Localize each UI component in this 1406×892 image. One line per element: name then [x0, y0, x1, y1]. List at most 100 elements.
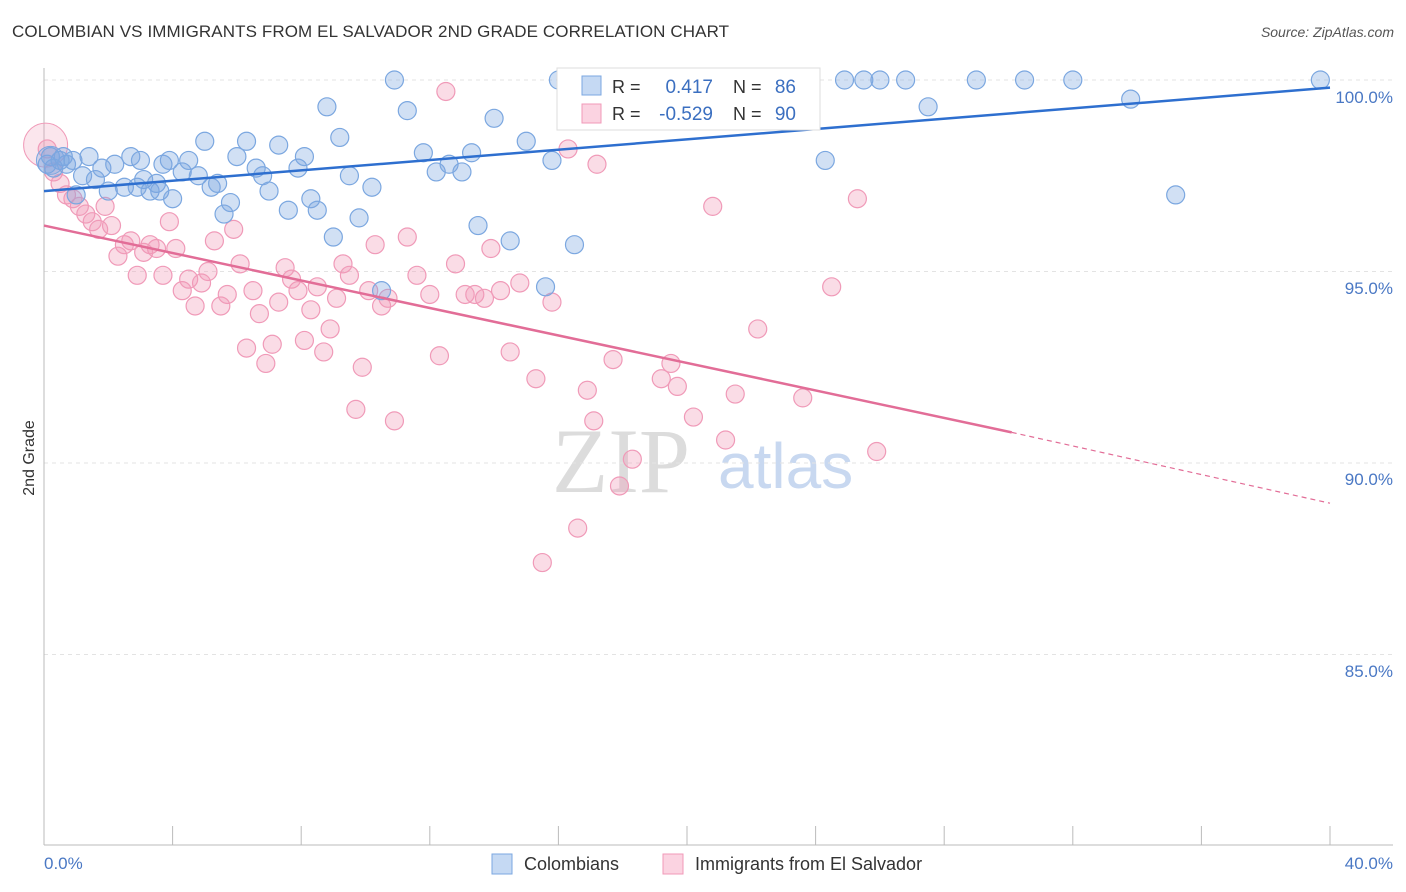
legend-n-label-1: N =: [733, 77, 762, 97]
point-el-salvador-46: [333, 254, 353, 274]
legend-r-value-1: 0.417: [665, 77, 713, 98]
point-el-salvador-56: [407, 265, 427, 285]
legend-n-value-1: 86: [775, 77, 796, 98]
point-colombians-75: [834, 70, 855, 90]
legend-r-value-2: -0.529: [659, 104, 713, 125]
point-colombians-79: [918, 97, 938, 117]
point-colombians-7: [66, 185, 86, 205]
point-colombians-10: [85, 169, 106, 190]
point-el-salvador-64: [481, 238, 501, 259]
point-el-salvador-68: [526, 369, 546, 389]
point-el-salvador-22: [179, 269, 199, 289]
point-colombians-9: [79, 147, 99, 167]
point-colombians-57: [461, 143, 482, 163]
point-colombians-49: [362, 177, 382, 197]
point-el-salvador-75: [587, 154, 607, 174]
trend-line-colombians: [43, 86, 1331, 193]
point-colombians-84: [1166, 185, 1186, 205]
point-el-salvador-7: [82, 212, 102, 232]
point-el-salvador-65: [490, 281, 511, 301]
point-el-salvador-31: [236, 338, 257, 358]
point-el-salvador-83: [703, 196, 723, 216]
trend-line-el-salvador: [43, 224, 1012, 434]
source-credit: Source: ZipAtlas.com: [1260, 24, 1394, 40]
point-el-salvador-63: [474, 288, 495, 308]
point-el-salvador-6: [76, 204, 96, 224]
point-el-salvador-5: [69, 196, 89, 216]
point-el-salvador-74: [584, 411, 604, 431]
point-el-salvador-81: [667, 376, 687, 396]
point-colombians-44: [317, 97, 337, 117]
point-el-salvador-49: [352, 357, 372, 377]
point-colombians-15: [121, 147, 141, 167]
point-el-salvador-cluster: [23, 122, 69, 168]
gridlines: [44, 79, 1393, 655]
point-el-salvador-82: [683, 407, 704, 427]
point-el-salvador-41: [301, 300, 321, 320]
y-tick-label-95: 95.0%: [1345, 279, 1393, 298]
point-colombians-13: [105, 154, 125, 174]
point-el-salvador-44: [320, 319, 340, 339]
point-el-salvador-34: [256, 353, 276, 374]
point-colombians-62: [535, 277, 556, 297]
series-legend: Colombians Immigrants from El Salvador: [491, 853, 922, 875]
point-el-salvador-86: [748, 319, 768, 339]
y-axis-label: 2nd Grade: [21, 420, 38, 496]
point-colombians-40: [288, 158, 308, 178]
point-colombians-52: [397, 101, 417, 121]
point-colombians-78: [896, 70, 916, 90]
point-colombians-26: [179, 150, 199, 171]
point-el-salvador-55: [397, 227, 417, 247]
y-tick-label-100: 100.0%: [1335, 88, 1393, 107]
point-el-salvador-73: [577, 380, 597, 400]
point-colombians-11: [92, 158, 112, 178]
point-el-salvador-51: [365, 235, 385, 255]
point-el-salvador-23: [185, 296, 205, 316]
point-el-salvador-79: [651, 369, 671, 389]
point-colombians-56: [452, 162, 472, 182]
point-colombians-30: [208, 173, 228, 194]
point-colombians-8: [72, 166, 93, 186]
point-el-salvador-26: [204, 231, 224, 251]
point-el-salvador-54: [384, 411, 405, 431]
point-el-salvador-33: [249, 304, 270, 324]
point-colombians-39: [278, 200, 298, 220]
point-colombians-17: [130, 150, 151, 171]
point-el-salvador-10: [101, 215, 122, 236]
series-colombians: [35, 70, 1330, 301]
point-el-salvador-90: [867, 441, 887, 462]
point-el-salvador-58: [429, 346, 450, 366]
point-el-salvador-59: [436, 81, 456, 102]
point-el-salvador-48: [346, 399, 366, 419]
point-el-salvador-28: [217, 284, 237, 305]
point-el-salvador-78: [622, 449, 642, 469]
point-colombians-47: [339, 166, 360, 186]
point-el-salvador-69: [532, 552, 552, 573]
point-el-salvador-60: [445, 254, 466, 274]
point-colombians-31: [214, 204, 234, 224]
point-el-salvador-39: [288, 281, 308, 301]
point-colombians-43: [307, 200, 327, 220]
trend-lines: [43, 86, 1331, 504]
x-tick-label-max: 40.0%: [1345, 854, 1393, 873]
series-legend-swatch-colombians: [491, 853, 513, 875]
point-el-salvador-45: [326, 288, 347, 308]
point-el-salvador-27: [211, 296, 231, 316]
y-tick-label-85: 85.0%: [1345, 662, 1393, 681]
point-el-salvador-40: [294, 330, 315, 351]
point-el-salvador-57: [420, 284, 440, 305]
point-el-salvador-87: [793, 388, 813, 408]
point-colombians-42: [301, 189, 321, 209]
point-el-salvador-88: [822, 277, 842, 297]
watermark-zip: ZIP: [552, 410, 690, 512]
point-el-salvador-25: [198, 261, 218, 282]
point-el-salvador-47: [339, 265, 360, 285]
point-colombians-34: [236, 131, 257, 151]
point-colombians-76: [854, 70, 874, 90]
point-colombians-41: [294, 147, 315, 167]
point-el-salvador-24: [191, 273, 212, 293]
point-colombians-23: [159, 150, 179, 171]
point-colombians-65: [564, 235, 585, 255]
watermark-atlas: atlas: [718, 430, 853, 502]
